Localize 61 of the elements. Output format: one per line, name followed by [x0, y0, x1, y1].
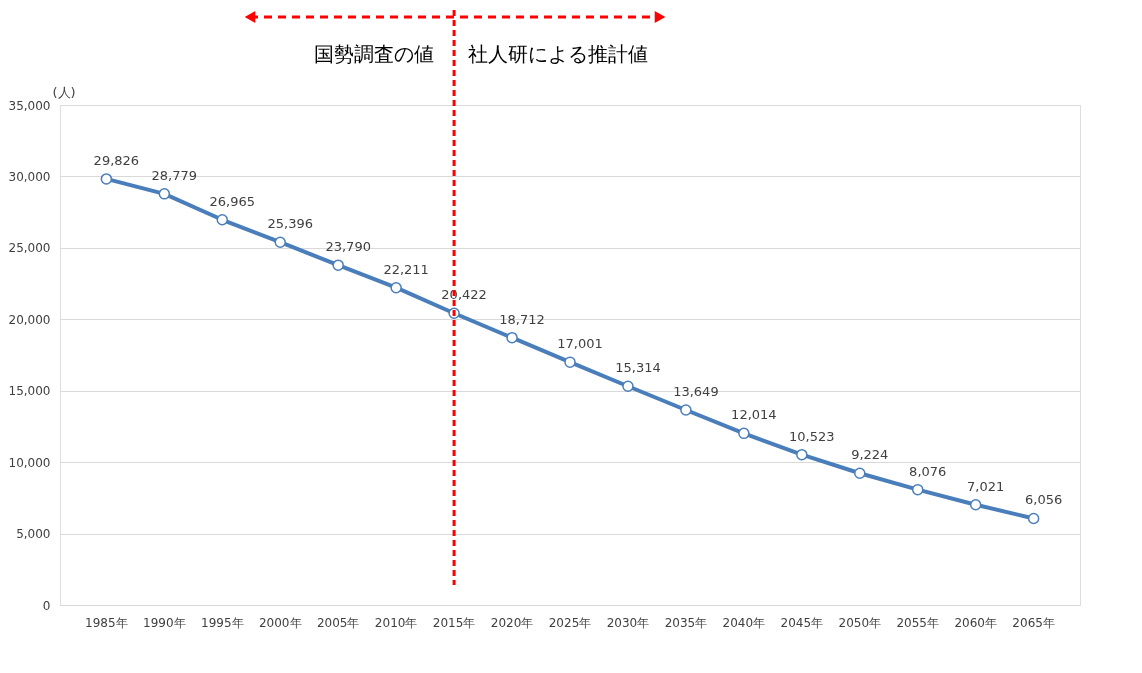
x-tick-label: 2045年: [780, 615, 824, 630]
point: [1027, 512, 1040, 525]
data-label: 17,001: [557, 336, 603, 352]
point: [274, 236, 286, 248]
data-label: 15,314: [615, 360, 661, 376]
data-label: 22,211: [383, 261, 429, 277]
data-label: 8,076: [909, 463, 947, 479]
y-tick-label: 0: [42, 598, 51, 613]
x-tick-label: 2035年: [664, 615, 708, 630]
data-label: 12,014: [731, 407, 777, 423]
data-label: 9,224: [851, 447, 889, 463]
point: [100, 173, 113, 185]
point: [622, 380, 634, 392]
point: [680, 404, 692, 416]
x-tick-label: 2025年: [548, 615, 592, 630]
point: [390, 281, 402, 294]
x-tick-label: 2020年: [490, 615, 534, 630]
data-label: 18,712: [499, 311, 545, 327]
point: [216, 214, 229, 226]
x-tick-label: 2030年: [606, 615, 650, 630]
y-tick-label: 15,000: [8, 384, 51, 399]
y-tick-label: 25,000: [8, 241, 51, 256]
y-tick-label: 30,000: [8, 169, 51, 184]
x-tick-label: 2065年: [1012, 615, 1055, 630]
data-label: 29,826: [93, 152, 140, 168]
text: 国勢調査の値: [314, 42, 435, 66]
point: [911, 483, 924, 496]
x-tick-label: 2000年: [258, 615, 302, 630]
y-tick-label: 35,000: [8, 98, 51, 113]
data-label: 20,422: [441, 287, 487, 303]
data-label: 7,021: [967, 478, 1005, 494]
point: [158, 188, 171, 200]
data-label: 26,965: [209, 193, 256, 209]
x-tick-label: 2050年: [838, 615, 882, 630]
x-tick-label: 2060年: [954, 615, 997, 630]
point: [796, 448, 808, 461]
x-tick-label: 1990年: [143, 615, 186, 630]
data-label: 10,523: [789, 428, 835, 444]
point: [738, 427, 750, 440]
x-tick-label: 2005年: [316, 615, 360, 630]
y-tick-label: 20,000: [8, 312, 51, 327]
x-tick-label: 1995年: [201, 615, 244, 630]
y-axis-title: (人): [52, 84, 76, 100]
x-tick-label: 2040年: [722, 615, 766, 630]
y-tick-label: 10,000: [8, 455, 51, 470]
point: [564, 356, 576, 368]
data-label: 28,779: [151, 167, 198, 183]
point: [506, 331, 518, 344]
point: [854, 467, 866, 479]
x-tick-label: 2015年: [432, 615, 476, 630]
point: [332, 259, 344, 271]
y-tick-label: 5,000: [16, 527, 51, 542]
x-tick-label: 2010年: [374, 615, 418, 630]
data-label: 25,396: [267, 216, 313, 232]
point: [969, 498, 982, 511]
text: 社人研による推計値: [468, 42, 649, 66]
data-label: 6,056: [1025, 492, 1063, 508]
x-tick-label: 2055年: [896, 615, 939, 630]
data-label: 23,790: [325, 239, 371, 255]
data-label: 13,649: [673, 384, 719, 400]
x-tick-label: 1985年: [85, 615, 128, 630]
